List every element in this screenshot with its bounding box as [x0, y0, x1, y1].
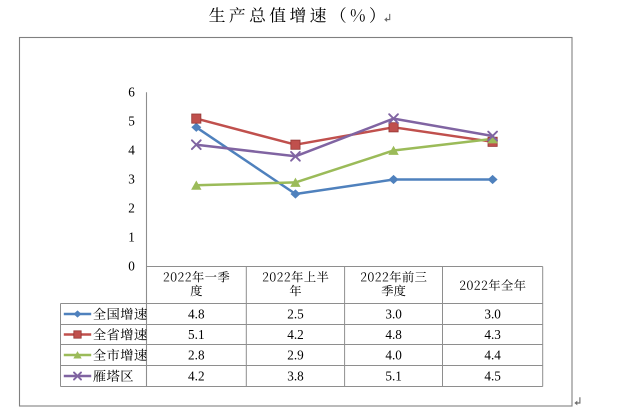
svg-text:3.0: 3.0 — [385, 306, 402, 321]
svg-text:3.8: 3.8 — [287, 368, 304, 383]
svg-text:4.5: 4.5 — [484, 368, 501, 383]
svg-text:4.0: 4.0 — [385, 347, 402, 362]
svg-text:1: 1 — [128, 230, 135, 245]
svg-text:2.8: 2.8 — [188, 347, 205, 362]
svg-text:4.2: 4.2 — [287, 327, 303, 342]
svg-text:4: 4 — [128, 143, 135, 158]
svg-text:2: 2 — [128, 201, 135, 216]
svg-text:4.4: 4.4 — [484, 347, 501, 362]
svg-text:0: 0 — [128, 259, 135, 274]
svg-text:5: 5 — [128, 114, 135, 129]
svg-text:2.9: 2.9 — [287, 347, 304, 362]
svg-text:3: 3 — [128, 172, 135, 187]
svg-text:5.1: 5.1 — [385, 368, 401, 383]
svg-text:4.3: 4.3 — [484, 327, 501, 342]
svg-text:4.8: 4.8 — [188, 306, 205, 321]
svg-text:5.1: 5.1 — [188, 327, 204, 342]
svg-text:3.0: 3.0 — [484, 306, 501, 321]
svg-text:6: 6 — [128, 85, 135, 100]
svg-text:4.2: 4.2 — [188, 368, 204, 383]
svg-text:4.8: 4.8 — [385, 327, 402, 342]
svg-text:2.5: 2.5 — [287, 306, 304, 321]
